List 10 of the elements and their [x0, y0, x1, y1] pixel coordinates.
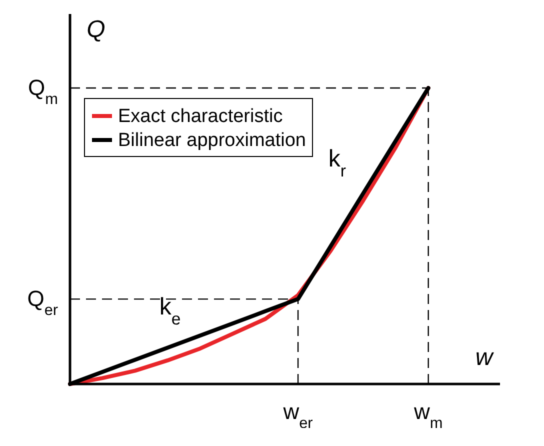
text: w$_{m}$: [412, 399, 443, 432]
y-axis-title: Q: [86, 16, 106, 43]
annotation: k$_{r}$: [328, 146, 346, 180]
legend-label: Exact characteristic: [118, 106, 283, 127]
x-axis-title: w: [475, 344, 494, 371]
legend-label: Bilinear approximation: [118, 130, 306, 151]
ref-line-label: Q$_{er}$: [27, 286, 58, 319]
annotation: k$_{e}$: [159, 294, 181, 328]
text: w$_{er}$: [282, 399, 313, 432]
ref-line-label: Q$_{m}$: [28, 75, 58, 108]
